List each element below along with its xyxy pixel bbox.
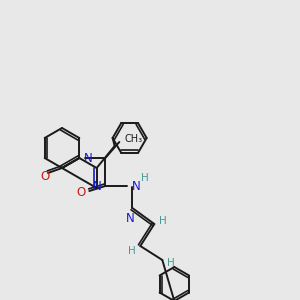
Text: H: H	[167, 258, 175, 268]
Text: O: O	[40, 169, 50, 182]
Text: CH₃: CH₃	[124, 134, 142, 144]
Text: H: H	[159, 216, 167, 226]
Text: N: N	[84, 152, 93, 164]
Text: O: O	[76, 185, 85, 199]
Text: H: H	[141, 173, 149, 183]
Text: H: H	[128, 246, 135, 256]
Text: N: N	[132, 179, 141, 193]
Text: N: N	[93, 181, 102, 194]
Text: N: N	[126, 212, 135, 225]
